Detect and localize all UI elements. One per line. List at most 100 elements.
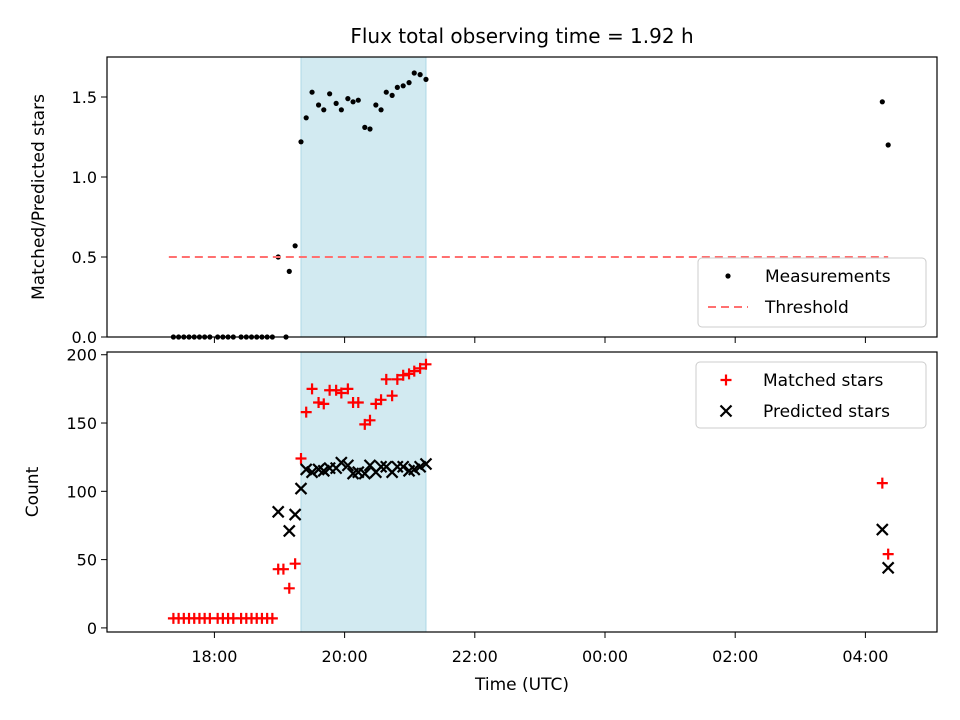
y-tick-label: 1.0 [72,168,97,187]
data-point [419,457,433,471]
data-point [327,91,333,97]
data-point [286,268,292,274]
observing-window-shade-bottom [300,352,426,632]
data-point [352,397,364,409]
data-point [396,460,410,474]
y-axis-label-bottom: Count [23,466,43,517]
data-point [289,558,301,570]
data-point [292,243,298,249]
data-point [345,96,351,102]
data-point [306,383,318,395]
data-point [283,582,295,594]
data-point [383,89,389,95]
observing-window-shade-top [300,57,426,337]
data-point [335,456,348,469]
legend-swatch [720,374,732,386]
data-point [881,561,895,575]
legend-swatch [719,404,733,418]
panel-top-ratio: 0.0 0.5 1.0 1.5 Matched/Predicted stars Mea… [29,56,938,347]
data-point [408,365,420,377]
data-point [295,453,307,465]
legend-box [695,361,927,429]
data-point [350,99,356,105]
data-point [313,397,325,409]
data-point [315,102,322,108]
data-point [378,107,384,113]
y-axis-top: 0.0 0.5 1.0 1.5 [72,88,107,347]
data-point [373,102,379,108]
y-tick-label: 0 [87,619,97,638]
data-point [389,92,395,98]
x-tick-label: 22:00 [452,647,498,666]
x-tick-label: 04:00 [842,647,888,666]
data-point [341,459,355,472]
data-point [420,358,432,370]
data-point [277,563,289,575]
y-axis-label-top: Matched/Predicted stars [29,94,49,300]
data-point [394,84,400,90]
data-point [374,460,388,474]
x-axis-bottom: 18:00 20:00 22:00 00:00 02:00 04:00 [191,632,888,666]
count-series [167,358,895,624]
data-point [397,369,409,381]
x-tick-label: 20:00 [322,647,368,666]
data-point [417,72,423,78]
data-point [411,70,417,76]
data-point [423,76,429,82]
ratio-series [168,70,891,340]
y-tick-label: 100 [66,482,97,501]
legend-label: Threshold [764,298,849,318]
data-point [885,142,891,148]
data-point [400,83,406,89]
data-point [375,394,387,406]
y-tick-label: 0.0 [72,328,97,347]
data-point [300,406,312,418]
data-point [406,80,412,86]
data-point [333,100,339,106]
plot-area-top [106,56,938,338]
data-point [876,477,888,489]
x-tick-label: 02:00 [712,647,758,666]
data-point [879,99,885,105]
chart-title: Flux total observing time = 1.92 h [350,24,693,48]
y-tick-label: 150 [66,414,97,433]
data-point [335,387,347,399]
y-tick-label: 200 [66,346,97,365]
y-tick-label: 1.5 [72,88,97,107]
y-tick-label: 50 [77,551,97,570]
data-point [309,89,315,95]
data-point [305,465,319,479]
data-point [386,390,398,402]
legend-label: Matched stars [763,371,883,391]
data-point [338,107,344,113]
data-point [321,107,327,113]
data-point [367,126,373,132]
data-point [303,115,309,121]
data-point [362,124,368,130]
x-tick-label: 18:00 [191,647,237,666]
data-point [342,383,354,395]
data-point [355,97,361,103]
data-point [364,414,376,426]
legend-top: Measurements Threshold [697,257,927,328]
x-axis-label: Time (UTC) [474,675,569,695]
legend-bottom: Matched stars Predicted stars [695,361,927,429]
series-predicted-stars [271,456,895,575]
data-point [391,373,403,385]
data-point [380,373,392,385]
y-tick-label: 0.5 [72,248,97,267]
data-point [294,482,308,495]
panel-bottom-count: 0 50 100 150 200 18:00 20:00 22:00 00:00 02:00 04… [23,346,938,666]
data-point [876,523,889,536]
data-point [298,139,304,145]
legend-box [697,257,927,328]
y-axis-bottom: 0 50 100 150 200 [66,346,107,638]
data-point [282,524,296,538]
data-point [414,362,426,374]
data-point [266,612,278,624]
legend-label: Predicted stars [763,402,890,422]
data-point [318,398,330,410]
data-point [288,508,302,521]
legend-label: Measurements [765,267,891,287]
